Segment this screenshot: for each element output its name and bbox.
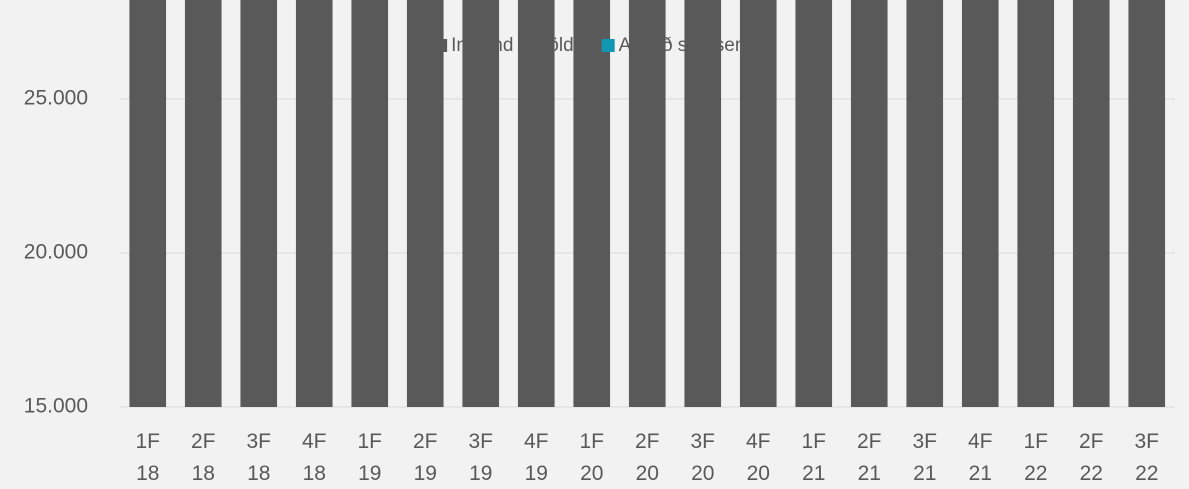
y-tick-label: 25.000	[24, 87, 88, 110]
x-tick-label: 2F 18	[191, 430, 216, 485]
x-tick-label: 1F 20	[579, 430, 604, 485]
x-tick-label: 3F 19	[468, 430, 493, 485]
x-tick-label: 1F 18	[135, 430, 160, 485]
bar-segment	[850, 0, 888, 408]
legend-label: Aflögð starfsemi	[619, 35, 755, 56]
bar-segment	[961, 0, 999, 407]
bar-segment	[129, 0, 167, 407]
x-tick-label: 4F 20	[746, 430, 771, 485]
bar-segment	[1072, 0, 1110, 408]
x-tick-label: 1F 21	[801, 430, 826, 485]
x-tick-label: 4F 19	[524, 430, 549, 485]
bar-segment	[1017, 0, 1055, 408]
legend-swatch	[434, 39, 448, 52]
x-tick-label: 2F 19	[413, 430, 438, 485]
x-tick-label: 1F 19	[357, 430, 382, 485]
x-tick-label: 3F 20	[690, 430, 715, 485]
x-tick-label: 2F 21	[857, 430, 882, 485]
bar-segment	[628, 0, 666, 407]
x-tick-label: 3F 21	[912, 430, 937, 485]
legend-label: Innlend iðgjöld	[451, 35, 574, 56]
bar-segment	[240, 0, 278, 407]
x-tick-label: 4F 18	[302, 430, 327, 485]
legend-swatch	[601, 39, 615, 52]
x-tick-label: 3F 18	[246, 430, 271, 485]
x-tick-label: 2F 22	[1079, 430, 1104, 485]
bar-segment	[573, 0, 611, 408]
legend: Innlend iðgjöld Aflögð starfsemi	[434, 35, 755, 56]
bar-segment	[184, 0, 222, 407]
bar-segment	[684, 0, 722, 407]
x-tick-label: 3F 22	[1134, 430, 1159, 485]
x-tick-label: 4F 21	[968, 430, 993, 485]
x-tick-label: 2F 20	[635, 430, 660, 485]
y-tick-label: 20.000	[24, 241, 88, 264]
bar-segment	[906, 0, 944, 408]
bar-segment	[295, 0, 333, 407]
bar-segment	[406, 0, 444, 407]
bar-segment	[739, 0, 777, 407]
x-tick-label: 1F 22	[1023, 430, 1048, 485]
y-tick-label: 15.000	[24, 395, 88, 418]
bar-segment	[517, 0, 555, 407]
bar-segment	[795, 0, 833, 407]
bar-segment	[351, 0, 389, 408]
bar-segment	[462, 0, 500, 407]
bar-segment	[1128, 0, 1166, 407]
